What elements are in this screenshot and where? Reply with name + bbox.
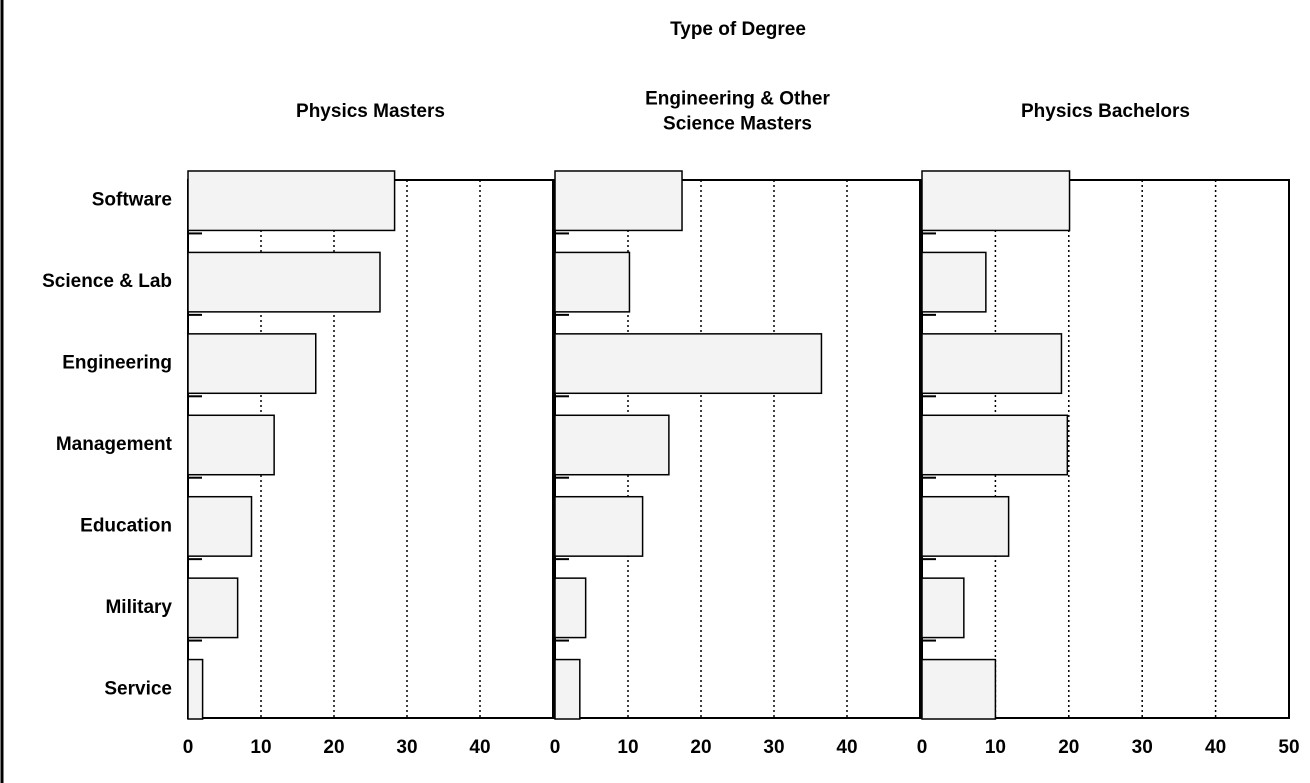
bar — [554, 495, 644, 557]
x-tick-label: 40 — [1205, 737, 1226, 758]
bar — [554, 577, 587, 639]
x-tick-label: 0 — [183, 737, 194, 758]
bar — [187, 577, 239, 639]
bar — [187, 170, 396, 232]
bar — [554, 251, 631, 313]
x-tick-label: 40 — [469, 737, 490, 758]
bar — [921, 170, 1071, 232]
bar — [921, 495, 1010, 557]
bar — [554, 414, 670, 476]
y-tick-label: Engineering — [62, 353, 172, 374]
bar — [554, 170, 683, 232]
x-tick-label: 30 — [763, 737, 784, 758]
x-tick-label: 20 — [690, 737, 711, 758]
bar — [187, 495, 253, 557]
x-tick-label: 30 — [1132, 737, 1153, 758]
x-tick-label: 20 — [1058, 737, 1079, 758]
x-tick-label: 10 — [250, 737, 271, 758]
y-tick-label: Management — [56, 434, 173, 455]
bar — [187, 414, 275, 476]
panel-title: Engineering & Other — [645, 89, 830, 110]
bar — [921, 577, 965, 639]
bar — [554, 658, 581, 720]
x-tick-label: 40 — [836, 737, 857, 758]
y-tick-label: Service — [104, 678, 172, 699]
x-tick-label: 0 — [550, 737, 561, 758]
bar — [187, 251, 381, 313]
bar — [921, 251, 987, 313]
y-tick-label: Software — [92, 190, 172, 211]
bar — [921, 333, 1063, 395]
x-tick-label: 30 — [396, 737, 417, 758]
bar — [921, 658, 997, 720]
x-tick-label: 10 — [617, 737, 638, 758]
y-tick-label: Military — [105, 597, 172, 618]
x-tick-label: 50 — [1278, 737, 1299, 758]
x-tick-label: 20 — [323, 737, 344, 758]
bar — [554, 333, 823, 395]
chart-title: Type of Degree — [670, 19, 806, 40]
panel-title: Physics Bachelors — [1021, 101, 1190, 122]
x-tick-label: 0 — [917, 737, 928, 758]
bar — [921, 414, 1069, 476]
bar — [187, 658, 204, 720]
bar — [187, 333, 317, 395]
panel-title: Physics Masters — [296, 101, 445, 122]
y-tick-label: Education — [80, 515, 172, 536]
y-tick-label: Science & Lab — [42, 271, 172, 292]
x-tick-label: 10 — [985, 737, 1006, 758]
panel-title: Science Masters — [663, 114, 812, 135]
